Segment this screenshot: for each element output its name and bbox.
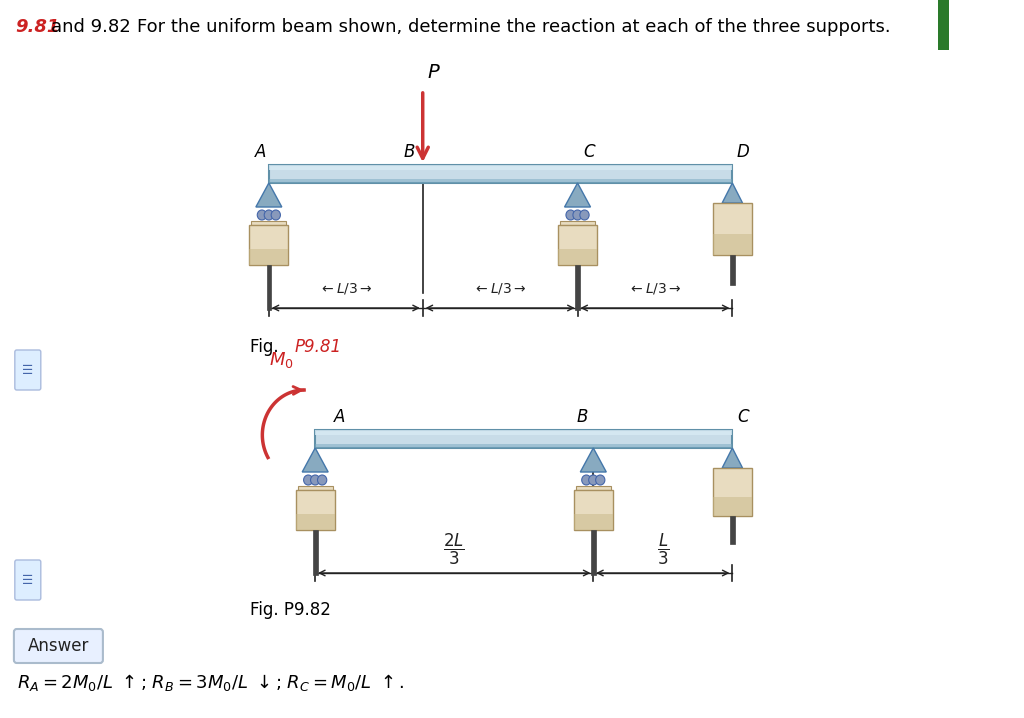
Polygon shape: [302, 448, 328, 472]
Text: B: B: [403, 143, 416, 161]
Bar: [266, 265, 271, 310]
Circle shape: [596, 475, 605, 485]
Bar: [575, 265, 580, 310]
Bar: [251, 221, 287, 225]
Bar: [315, 430, 732, 434]
Circle shape: [572, 210, 583, 220]
Circle shape: [264, 210, 273, 220]
Bar: [558, 249, 597, 265]
Bar: [315, 430, 732, 448]
Text: A: A: [255, 143, 266, 161]
Bar: [269, 165, 732, 169]
Text: Answer: Answer: [28, 637, 89, 655]
Polygon shape: [564, 183, 591, 207]
Text: Fig.: Fig.: [250, 338, 285, 356]
Bar: [573, 514, 612, 530]
Bar: [250, 225, 289, 265]
Text: Fig. P9.82: Fig. P9.82: [250, 601, 331, 619]
Circle shape: [580, 210, 589, 220]
Circle shape: [566, 210, 575, 220]
Text: $\dfrac{L}{3}$: $\dfrac{L}{3}$: [656, 532, 669, 567]
Text: ☰: ☰: [23, 363, 34, 376]
Text: and 9.82: and 9.82: [51, 18, 131, 36]
Bar: [296, 514, 335, 530]
Bar: [730, 255, 734, 285]
FancyBboxPatch shape: [14, 350, 41, 390]
Bar: [591, 530, 596, 575]
Text: P9.81: P9.81: [295, 338, 342, 356]
Text: B: B: [577, 408, 588, 426]
Bar: [713, 234, 752, 255]
Bar: [713, 468, 752, 516]
Polygon shape: [722, 183, 742, 203]
Polygon shape: [256, 183, 282, 207]
Text: P: P: [427, 63, 439, 82]
Bar: [573, 490, 612, 530]
Text: $R_A = 2M_0/L$ $\uparrow$; $R_B = 3M_0/L$ $\downarrow$; $R_C = M_0/L$ $\uparrow$: $R_A = 2M_0/L$ $\uparrow$; $R_B = 3M_0/L…: [16, 672, 404, 693]
Bar: [558, 225, 597, 265]
Text: $\leftarrow L/3 \rightarrow$: $\leftarrow L/3 \rightarrow$: [628, 281, 682, 296]
Polygon shape: [722, 448, 742, 468]
Circle shape: [303, 475, 313, 485]
Bar: [315, 444, 732, 448]
Circle shape: [310, 475, 319, 485]
Bar: [713, 203, 752, 255]
FancyBboxPatch shape: [14, 560, 41, 600]
Text: 9.81: 9.81: [14, 18, 59, 36]
Text: $M_0$: $M_0$: [269, 350, 294, 370]
Text: $\leftarrow L/3 \rightarrow$: $\leftarrow L/3 \rightarrow$: [318, 281, 373, 296]
Circle shape: [582, 475, 591, 485]
FancyBboxPatch shape: [14, 629, 102, 663]
Bar: [575, 486, 611, 490]
Bar: [296, 490, 335, 530]
Circle shape: [589, 475, 598, 485]
Polygon shape: [581, 448, 606, 472]
Text: ☰: ☰: [23, 574, 34, 587]
Bar: [250, 249, 289, 265]
Circle shape: [257, 210, 266, 220]
Text: A: A: [334, 408, 345, 426]
Bar: [938, 0, 949, 50]
Circle shape: [317, 475, 327, 485]
Text: $\dfrac{2L}{3}$: $\dfrac{2L}{3}$: [443, 532, 465, 567]
Text: D: D: [736, 143, 749, 161]
Bar: [313, 530, 317, 575]
Bar: [298, 486, 333, 490]
Bar: [269, 179, 732, 183]
Circle shape: [271, 210, 281, 220]
Text: C: C: [737, 408, 749, 426]
Text: $\leftarrow L/3 \rightarrow$: $\leftarrow L/3 \rightarrow$: [473, 281, 527, 296]
Bar: [560, 221, 595, 225]
Bar: [730, 516, 734, 544]
Bar: [269, 165, 732, 183]
Text: C: C: [583, 143, 595, 161]
Bar: [713, 497, 752, 516]
Text: For the uniform beam shown, determine the reaction at each of the three supports: For the uniform beam shown, determine th…: [137, 18, 891, 36]
